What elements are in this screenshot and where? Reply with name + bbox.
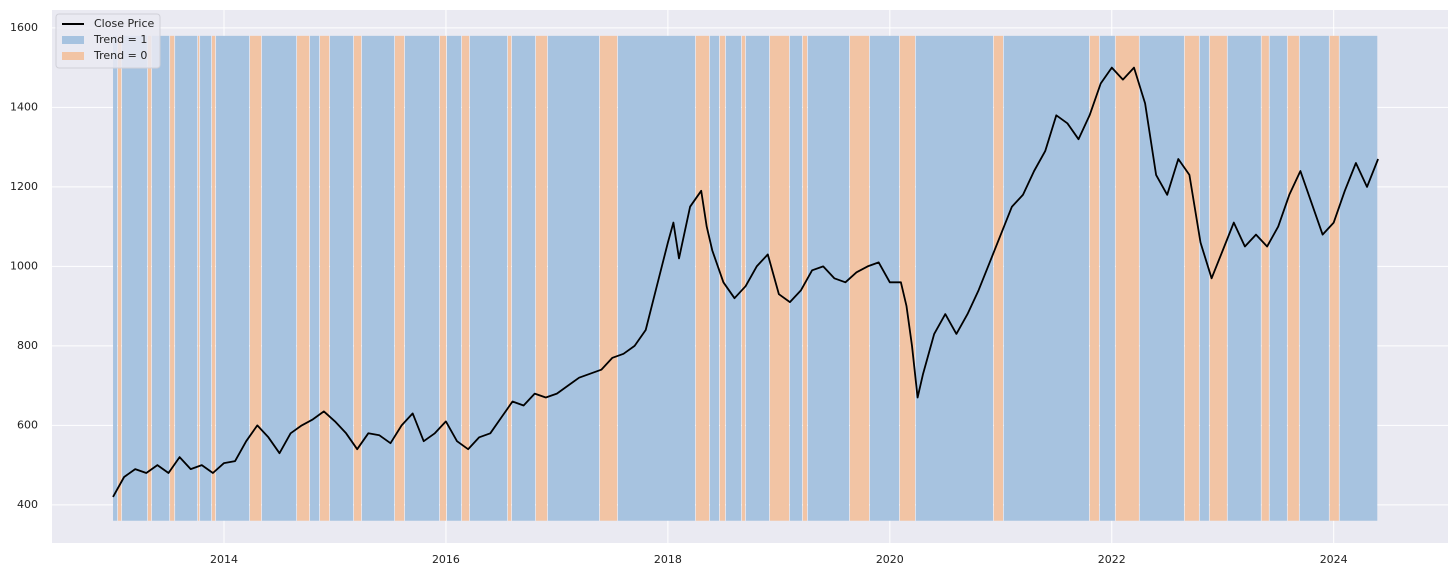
trend-span (1329, 35, 1339, 521)
trend-span (329, 35, 354, 521)
trend-span (216, 35, 250, 521)
trend-span (709, 35, 720, 521)
trend-span (118, 35, 122, 521)
trend-span (395, 35, 405, 521)
trend-span (1115, 35, 1139, 521)
x-tick-label: 2022 (1098, 553, 1126, 566)
trend-span (1099, 35, 1115, 521)
x-tick-label: 2024 (1320, 553, 1348, 566)
trend-span (695, 35, 710, 521)
trend-span (769, 35, 790, 521)
trend-span (802, 35, 808, 521)
y-tick-label: 1200 (10, 180, 38, 193)
trend-span (297, 35, 310, 521)
trend-span (1199, 35, 1209, 521)
legend-label: Trend = 0 (93, 49, 147, 62)
y-tick-label: 600 (17, 418, 38, 431)
legend-label: Close Price (94, 17, 155, 30)
trend-span (1227, 35, 1261, 521)
trend-span (993, 35, 1003, 521)
y-tick-label: 400 (17, 498, 38, 511)
trend-span (807, 35, 850, 521)
trend-span (404, 35, 440, 521)
trend-span (170, 35, 175, 521)
trend-span (1261, 35, 1269, 521)
trend-span (511, 35, 536, 521)
y-tick-label: 800 (17, 339, 38, 352)
trend-span (725, 35, 742, 521)
x-tick-label: 2020 (876, 553, 904, 566)
trend-span (319, 35, 330, 521)
trend-span (122, 35, 148, 521)
trend-span (899, 35, 915, 521)
trend-span (439, 35, 447, 521)
trend-span (261, 35, 297, 521)
trend-span (915, 35, 994, 521)
trend-span (446, 35, 462, 521)
price-line (112, 66, 1379, 498)
trend-span (1339, 35, 1378, 521)
y-tick-label: 1000 (10, 259, 38, 272)
x-tick-label: 2016 (432, 553, 460, 566)
legend-swatch (62, 36, 84, 44)
trend-span (1003, 35, 1089, 521)
trend-span (869, 35, 900, 521)
trend-span (789, 35, 803, 521)
trend-span (361, 35, 395, 521)
trend-span (599, 35, 618, 521)
trend-span (745, 35, 770, 521)
trend-span (1184, 35, 1199, 521)
legend-label: Trend = 1 (93, 33, 147, 46)
y-tick-label: 1600 (10, 21, 38, 34)
trend-span (535, 35, 548, 521)
trend-span (617, 35, 696, 521)
trend-span (1209, 35, 1227, 521)
trend-span (507, 35, 512, 521)
trend-span (461, 35, 470, 521)
x-tick-label: 2018 (654, 553, 682, 566)
trend-span (249, 35, 262, 521)
trend-span (151, 35, 170, 521)
trend-span (741, 35, 746, 521)
trend-span (547, 35, 600, 521)
trend-span (147, 35, 152, 521)
trend-span (200, 35, 212, 521)
trend-span (469, 35, 508, 521)
x-tick-label: 2014 (210, 553, 238, 566)
trend-span (113, 35, 118, 521)
trend-span (198, 35, 200, 521)
y-tick-label: 1400 (10, 100, 38, 113)
trend-span (353, 35, 362, 521)
trend-span (1287, 35, 1299, 521)
trend-span (1269, 35, 1287, 521)
trend-span (212, 35, 216, 521)
trend-span (310, 35, 320, 521)
trend-span (175, 35, 198, 521)
trend-span (1299, 35, 1329, 521)
trend-span (1089, 35, 1099, 521)
legend-swatch (62, 52, 84, 60)
legend: Close Price Trend = 1 Trend = 0 (55, 13, 161, 69)
trend-span (849, 35, 870, 521)
